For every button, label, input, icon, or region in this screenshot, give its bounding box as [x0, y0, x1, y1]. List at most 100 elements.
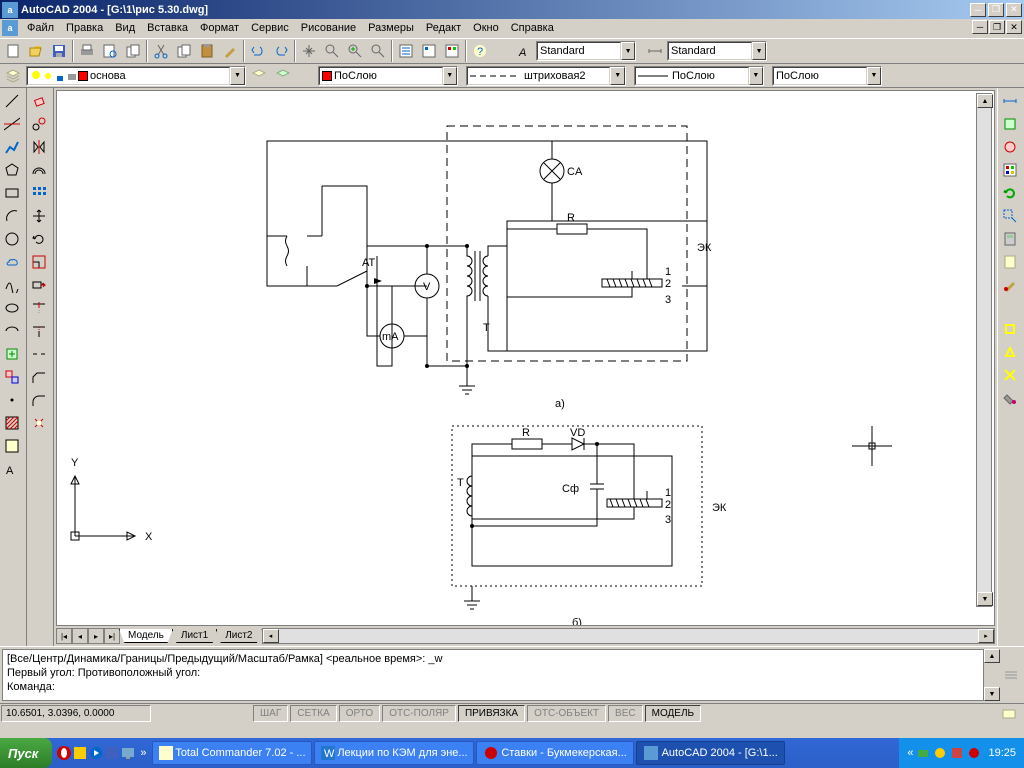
list-icon[interactable]: [999, 159, 1021, 181]
open-icon[interactable]: [25, 40, 47, 62]
vscrollbar[interactable]: ▲ ▼: [976, 93, 992, 607]
tab-last-button[interactable]: ▸|: [104, 628, 120, 644]
circle-icon[interactable]: [1, 228, 23, 250]
array-icon[interactable]: [28, 182, 50, 204]
otrack-toggle[interactable]: ОТС-ОБЪЕКТ: [527, 705, 606, 722]
hatch-icon[interactable]: [1, 412, 23, 434]
revcloud-icon[interactable]: [1, 251, 23, 273]
fillet-icon[interactable]: [28, 389, 50, 411]
scroll-right-button[interactable]: ▸: [978, 629, 994, 643]
polar-toggle[interactable]: ОТС-ПОЛЯР: [382, 705, 456, 722]
taskbar-item-word[interactable]: W Лекции по КЭМ для эне...: [314, 741, 474, 765]
ql-app-icon[interactable]: [72, 745, 88, 761]
paint-icon[interactable]: [999, 274, 1021, 296]
scroll-left-button[interactable]: ◂: [263, 629, 279, 643]
redo-icon[interactable]: [270, 40, 292, 62]
menu-modify[interactable]: Редакт: [420, 20, 467, 37]
tray-icon[interactable]: [933, 746, 947, 760]
calc-icon[interactable]: [999, 228, 1021, 250]
menu-insert[interactable]: Вставка: [141, 20, 194, 37]
print-icon[interactable]: [76, 40, 98, 62]
osnap-end-icon[interactable]: [999, 318, 1021, 340]
ortho-toggle[interactable]: ОРТО: [339, 705, 380, 722]
help-icon[interactable]: ?: [469, 40, 491, 62]
model-toggle[interactable]: МОДЕЛЬ: [645, 705, 701, 722]
bucket-icon[interactable]: [999, 387, 1021, 409]
new-icon[interactable]: [2, 40, 24, 62]
taskbar-item-opera[interactable]: Ставки - Букмекерская...: [476, 741, 634, 765]
rectangle-icon[interactable]: [1, 182, 23, 204]
scroll-down-button[interactable]: ▼: [977, 592, 993, 606]
ql-disk-icon[interactable]: [104, 745, 120, 761]
explode-icon[interactable]: [28, 412, 50, 434]
extend-icon[interactable]: [28, 320, 50, 342]
tray-icon[interactable]: [916, 746, 930, 760]
lineweight-combo[interactable]: ПоСлою ▼: [634, 66, 764, 86]
region-icon[interactable]: [1, 435, 23, 457]
notes-icon[interactable]: [999, 251, 1021, 273]
layer-states-icon[interactable]: [272, 65, 294, 87]
tray-icon[interactable]: [950, 746, 964, 760]
erase-icon[interactable]: [28, 90, 50, 112]
menu-window[interactable]: Окно: [467, 20, 505, 37]
line-icon[interactable]: [1, 90, 23, 112]
zoom-win-icon[interactable]: [344, 40, 366, 62]
textstyle-icon[interactable]: A: [513, 40, 535, 62]
scale-icon[interactable]: [28, 251, 50, 273]
paste-icon[interactable]: [196, 40, 218, 62]
tab-model[interactable]: Модель: [119, 629, 173, 643]
qselect-icon[interactable]: [999, 205, 1021, 227]
ql-desktop-icon[interactable]: [120, 745, 136, 761]
tab-next-button[interactable]: ▸: [88, 628, 104, 644]
zoom-prev-icon[interactable]: [367, 40, 389, 62]
doc-minimize-button[interactable]: ─: [972, 20, 988, 34]
start-button[interactable]: Пуск: [0, 738, 52, 768]
taskbar-item-tc[interactable]: Total Commander 7.02 - ...: [152, 741, 312, 765]
area-icon[interactable]: [999, 113, 1021, 135]
menu-draw[interactable]: Рисование: [295, 20, 362, 37]
dc-icon[interactable]: [418, 40, 440, 62]
color-combo[interactable]: ПоСлою ▼: [318, 66, 458, 86]
minimize-button[interactable]: ─: [970, 3, 986, 17]
snap-toggle[interactable]: ШАГ: [253, 705, 288, 722]
point-icon[interactable]: [1, 389, 23, 411]
zoom-rt-icon[interactable]: [321, 40, 343, 62]
move-icon[interactable]: [28, 205, 50, 227]
menu-help[interactable]: Справка: [505, 20, 560, 37]
rotate-icon[interactable]: [28, 228, 50, 250]
menu-dimension[interactable]: Размеры: [362, 20, 420, 37]
match-icon[interactable]: [219, 40, 241, 62]
taskbar-item-autocad[interactable]: AutoCAD 2004 - [G:\1...: [636, 741, 785, 765]
polygon-icon[interactable]: [1, 159, 23, 181]
offset-icon[interactable]: [28, 159, 50, 181]
arc-icon[interactable]: [1, 205, 23, 227]
tab-sheet2[interactable]: Лист2: [216, 629, 261, 643]
menu-format[interactable]: Формат: [194, 20, 245, 37]
command-text[interactable]: [Все/Центр/Динамика/Границы/Предыдущий/М…: [2, 649, 984, 701]
refresh-icon[interactable]: [999, 182, 1021, 204]
layer-prev-icon[interactable]: [248, 65, 270, 87]
menu-file[interactable]: Файл: [21, 20, 60, 37]
osnap-toggle[interactable]: ПРИВЯЗКА: [458, 705, 525, 722]
insert-icon[interactable]: [1, 343, 23, 365]
system-tray[interactable]: « 19:25: [899, 738, 1024, 768]
pan-icon[interactable]: [298, 40, 320, 62]
lwt-toggle[interactable]: ВЕС: [608, 705, 643, 722]
stretch-icon[interactable]: [28, 274, 50, 296]
tray-icon[interactable]: [967, 746, 981, 760]
linetype-combo[interactable]: штриховая2 ▼: [466, 66, 626, 86]
menu-view[interactable]: Вид: [109, 20, 141, 37]
ellipse-icon[interactable]: [1, 297, 23, 319]
osnap-mid-icon[interactable]: [999, 341, 1021, 363]
pline-icon[interactable]: [1, 136, 23, 158]
tab-prev-button[interactable]: ◂: [72, 628, 88, 644]
undo-icon[interactable]: [247, 40, 269, 62]
break-icon[interactable]: [28, 343, 50, 365]
massp-icon[interactable]: [999, 136, 1021, 158]
layer-manager-icon[interactable]: [2, 65, 24, 87]
trim-icon[interactable]: [28, 297, 50, 319]
hscrollbar[interactable]: ◂ ▸: [262, 628, 996, 644]
cmd-scrollbar[interactable]: ▲▼: [984, 649, 1000, 701]
mirror-icon[interactable]: [28, 136, 50, 158]
ellipse-arc-icon[interactable]: [1, 320, 23, 342]
